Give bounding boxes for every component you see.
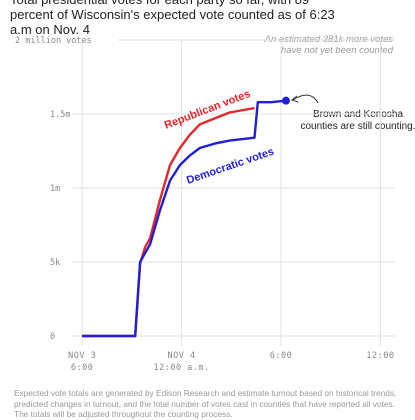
- x-tick-label: 12:00: [366, 351, 395, 361]
- line: [82, 106, 255, 338]
- arrow-head: [290, 95, 299, 103]
- y-tick-label: 1.5m: [50, 110, 70, 120]
- series-label: Democratic votes: [185, 146, 276, 187]
- x-tick-label: NOV 4 12:00 a.m.: [153, 351, 210, 373]
- y-tick-label: 2 million votes: [15, 36, 92, 46]
- arrow: [292, 94, 319, 104]
- y-tick-label: 0: [50, 332, 55, 342]
- y-tick-label: 1m: [50, 184, 60, 194]
- line: [82, 99, 287, 338]
- end-dot: [281, 96, 290, 105]
- footnote: Expected vote totals are generated by Ed…: [14, 388, 397, 419]
- x-tick-label: NOV 3 6:00: [68, 351, 97, 373]
- x-tick-label: 6:00: [269, 351, 293, 361]
- grid: [72, 39, 395, 346]
- title: Total presidential votes for each party …: [10, 0, 335, 37]
- y-tick-label: 5k: [50, 258, 60, 268]
